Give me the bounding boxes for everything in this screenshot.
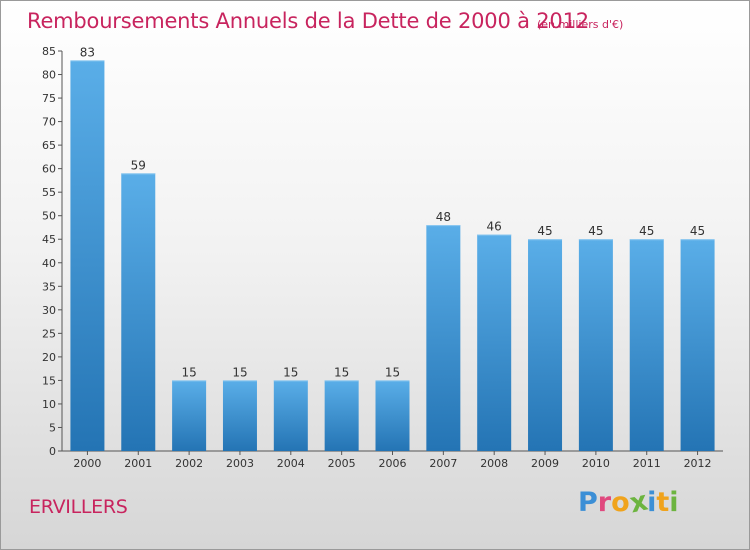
x-tick-label-2002: 2002: [175, 457, 203, 470]
data-label-2007: 48: [436, 210, 451, 224]
y-tick-label: 85: [42, 45, 56, 58]
x-tick-label-2012: 2012: [684, 457, 712, 470]
chart-x-tick-labels: 2000 2001 2002 2003 2004 2005 2006 2007 2008 2009…: [73, 451, 712, 470]
x-tick-label-2004: 2004: [277, 457, 305, 470]
data-label-2011: 45: [639, 224, 654, 238]
logo-letter: i: [669, 487, 679, 518]
logo-letter: o: [611, 487, 630, 518]
data-label-2001: 59: [131, 158, 146, 172]
chart-title: Remboursements Annuels de la Dette de 20…: [27, 9, 589, 33]
y-tick-label: 60: [42, 163, 56, 176]
data-label-2010: 45: [588, 224, 603, 238]
bar-2012: [680, 239, 715, 451]
y-tick-label: 50: [42, 210, 56, 223]
bar-2008: [477, 234, 512, 451]
town-name: ERVILLERS: [29, 496, 128, 518]
y-tick-label: 20: [42, 351, 56, 364]
bar-2001: [121, 173, 156, 451]
proxiti-logo: Proxiti: [578, 486, 679, 520]
data-label-2004: 15: [283, 365, 298, 379]
y-tick-label: 65: [42, 139, 56, 152]
x-tick-label-2008: 2008: [480, 457, 508, 470]
x-tick-label-2009: 2009: [531, 457, 559, 470]
bar-2009: [528, 239, 563, 451]
y-tick-label: 35: [42, 280, 56, 293]
x-tick-label-2000: 2000: [73, 457, 101, 470]
chart-y-tick-labels: 0 5 10 15 20 25 30 35 40 45 50 55 60 65 70 75 80 85: [42, 45, 62, 458]
data-label-2003: 15: [232, 365, 247, 379]
x-tick-label-2011: 2011: [633, 457, 661, 470]
y-tick-label: 40: [42, 257, 56, 270]
data-label-2012: 45: [690, 224, 705, 238]
y-tick-label: 45: [42, 233, 56, 246]
data-label-2009: 45: [537, 224, 552, 238]
bar-2006: [375, 380, 410, 451]
y-tick-label: 25: [42, 327, 56, 340]
data-label-2002: 15: [181, 365, 196, 379]
y-tick-label: 70: [42, 116, 56, 129]
data-label-2000: 83: [80, 45, 95, 59]
data-label-2006: 15: [385, 365, 400, 379]
chart-bars: [70, 60, 715, 451]
bar-2007: [426, 225, 461, 451]
y-tick-label: 10: [42, 398, 56, 411]
y-tick-label: 0: [49, 445, 56, 458]
x-tick-label-2006: 2006: [379, 457, 407, 470]
y-tick-label: 75: [42, 92, 56, 105]
y-tick-label: 5: [49, 421, 56, 434]
y-tick-label: 55: [42, 186, 56, 199]
logo-letter: r: [597, 487, 612, 518]
bar-2000: [70, 60, 105, 451]
bar-2005: [324, 380, 359, 451]
data-label-2008: 46: [487, 220, 502, 234]
x-tick-label-2007: 2007: [429, 457, 457, 470]
y-tick-label: 15: [42, 374, 56, 387]
bar-2004: [273, 380, 308, 451]
y-tick-label: 30: [42, 304, 56, 317]
chart-data-labels: 83 59 15 15 15 15 15 48 46 45 45 45 45: [80, 45, 705, 379]
bar-2003: [222, 380, 257, 451]
x-tick-label-2001: 2001: [124, 457, 152, 470]
chart-subtitle: (en milliers d'€): [537, 18, 624, 31]
x-tick-label-2005: 2005: [328, 457, 356, 470]
logo-letter: i: [647, 487, 657, 518]
logo-letter: P: [578, 487, 598, 518]
y-tick-label: 80: [42, 69, 56, 82]
bar-2011: [629, 239, 664, 451]
bar-2002: [172, 380, 207, 451]
x-tick-label-2010: 2010: [582, 457, 610, 470]
logo-letter: t: [656, 487, 670, 518]
x-tick-label-2003: 2003: [226, 457, 254, 470]
bar-2010: [578, 239, 613, 451]
data-label-2005: 15: [334, 365, 349, 379]
